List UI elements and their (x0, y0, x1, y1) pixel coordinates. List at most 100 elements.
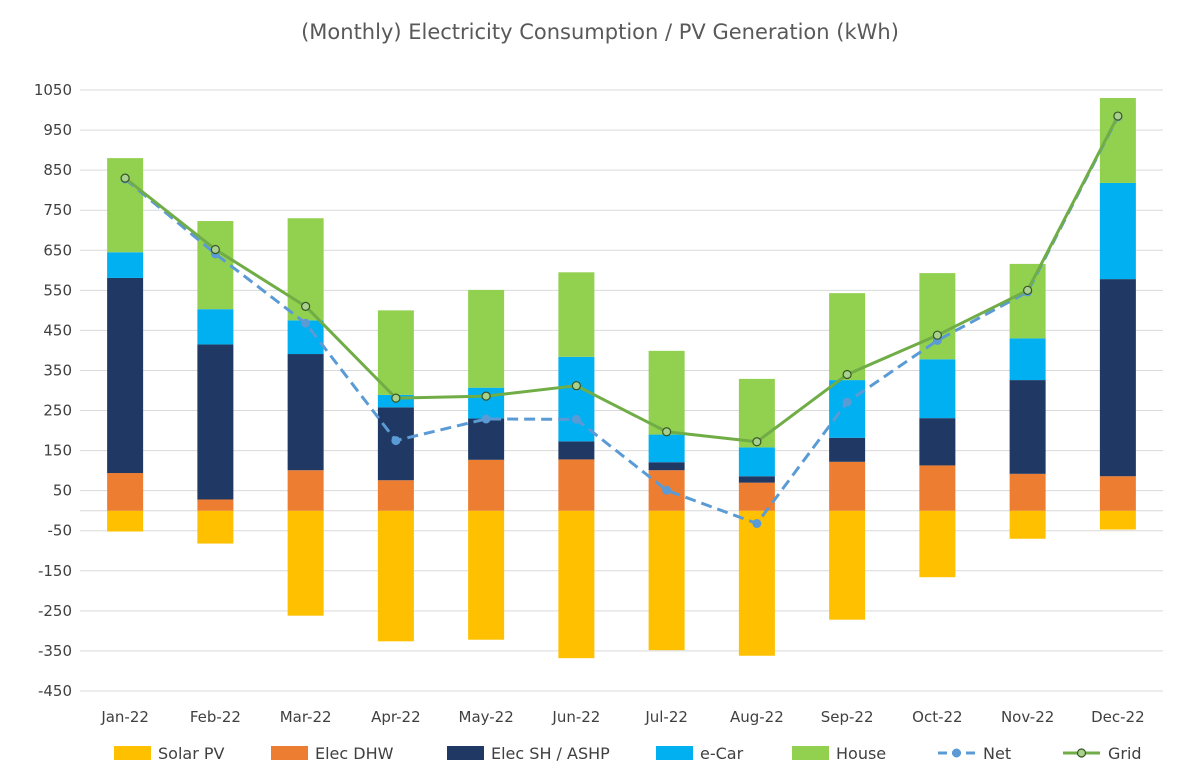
bar-house-jan-22 (107, 158, 144, 253)
y-tick-label: 50 (53, 482, 72, 500)
point-grid-mar-22 (301, 301, 311, 311)
legend-label-house: House (836, 744, 886, 763)
point-grid-may-22 (481, 391, 491, 401)
y-tick-label: 650 (43, 241, 72, 259)
legend-swatch-solar-pv (114, 746, 151, 760)
legend-marker-grid (1076, 748, 1087, 758)
bar-solar-pv-dec-22 (1099, 510, 1136, 530)
legend-label-solar-pv: Solar PV (158, 744, 225, 763)
x-tick-label: Nov-22 (1001, 708, 1054, 726)
bar-elec-sh-ashp-jan-22 (107, 277, 144, 474)
legend-label-e-car: e-Car (700, 744, 744, 763)
bar-elec-sh-ashp-oct-22 (919, 418, 956, 466)
bar-elec-dhw-feb-22 (197, 499, 234, 511)
legend-label-elec-sh-ashp: Elec SH / ASHP (491, 744, 610, 763)
point-grid-feb-22 (210, 244, 220, 255)
point-grid-nov-22 (1023, 285, 1033, 295)
gridlines (80, 89, 1163, 692)
y-tick-label: -350 (38, 642, 72, 660)
bar-elec-dhw-aug-22 (738, 482, 775, 511)
legend-label-net: Net (983, 744, 1011, 763)
bar-e-car-feb-22 (197, 309, 234, 345)
legend-label-grid: Grid (1108, 744, 1142, 763)
y-tick-label: -150 (38, 562, 72, 580)
bar-house-nov-22 (1009, 263, 1046, 339)
bar-solar-pv-mar-22 (287, 510, 324, 616)
bar-e-car-aug-22 (738, 447, 775, 477)
bar-elec-dhw-jan-22 (107, 473, 144, 511)
y-tick-label: 150 (43, 442, 72, 460)
point-net-jun-22 (571, 414, 581, 424)
bar-elec-sh-ashp-feb-22 (197, 344, 234, 500)
y-tick-label: 950 (43, 121, 72, 139)
x-tick-label: Sep-22 (821, 708, 874, 726)
y-tick-label: 450 (43, 321, 72, 339)
bar-house-feb-22 (197, 221, 234, 310)
legend-swatch-house (792, 746, 829, 760)
bar-elec-sh-ashp-nov-22 (1009, 380, 1046, 474)
bar-solar-pv-aug-22 (738, 510, 775, 656)
y-tick-label: -50 (48, 522, 73, 540)
line-net (124, 116, 1120, 526)
bar-solar-pv-jun-22 (558, 510, 595, 659)
x-tick-label: Feb-22 (190, 708, 241, 726)
point-grid-oct-22 (932, 330, 942, 340)
line-series (120, 111, 1123, 529)
x-tick-label: Mar-22 (280, 708, 332, 726)
y-tick-label: -250 (38, 602, 72, 620)
x-tick-label: Oct-22 (912, 708, 962, 726)
point-net-sep-22 (842, 397, 852, 407)
bar-house-sep-22 (829, 293, 866, 381)
x-tick-label: Jun-22 (551, 708, 600, 726)
legend-swatch-e-car (656, 746, 693, 760)
legend-marker-net (952, 748, 961, 758)
bar-elec-dhw-apr-22 (377, 480, 414, 511)
bar-solar-pv-apr-22 (377, 510, 414, 642)
bar-house-oct-22 (919, 273, 956, 360)
bar-solar-pv-may-22 (468, 510, 505, 640)
bar-elec-sh-ashp-dec-22 (1099, 279, 1136, 477)
legend-swatch-elec-sh-ashp (447, 746, 484, 760)
y-tick-label: 750 (43, 201, 72, 219)
y-axis-ticks: 1050 950 850 750 650 550 450 350 250 150 50 -50 -150… (34, 81, 72, 700)
y-tick-label: 1050 (34, 81, 72, 99)
bar-e-car-jul-22 (648, 434, 685, 463)
bar-elec-dhw-oct-22 (919, 465, 956, 511)
bar-solar-pv-sep-22 (829, 510, 866, 620)
y-tick-label: 250 (43, 402, 72, 420)
point-grid-sep-22 (842, 369, 852, 380)
y-tick-label: 850 (43, 161, 72, 179)
point-grid-dec-22 (1113, 111, 1123, 121)
bar-elec-sh-ashp-sep-22 (829, 437, 866, 462)
point-grid-jan-22 (120, 173, 130, 183)
bar-house-jun-22 (558, 272, 595, 357)
bar-elec-sh-ashp-may-22 (468, 418, 505, 460)
point-net-jul-22 (662, 485, 672, 495)
bar-series (107, 98, 1136, 659)
bar-e-car-jan-22 (107, 252, 144, 278)
bar-elec-dhw-sep-22 (829, 461, 866, 511)
y-tick-label: 550 (43, 281, 72, 299)
bar-solar-pv-jan-22 (107, 510, 144, 532)
bar-e-car-sep-22 (829, 380, 866, 438)
x-axis-ticks: Jan-22 Feb-22 Mar-22 Apr-22 May-22 Jun-22 Jul-… (100, 708, 1144, 726)
legend-swatch-elec-dhw (271, 746, 308, 760)
bar-elec-sh-ashp-jul-22 (648, 462, 685, 471)
x-tick-label: Apr-22 (371, 708, 421, 726)
bar-house-may-22 (468, 289, 505, 388)
bar-elec-sh-ashp-aug-22 (738, 476, 775, 483)
chart-title: (Monthly) Electricity Consumption / PV G… (301, 20, 899, 44)
x-tick-label: Aug-22 (730, 708, 784, 726)
point-net-aug-22 (752, 519, 762, 529)
bar-e-car-jun-22 (558, 356, 595, 442)
bar-elec-dhw-jun-22 (558, 459, 595, 511)
y-tick-label: -450 (38, 682, 72, 700)
bar-solar-pv-nov-22 (1009, 510, 1046, 539)
bar-elec-dhw-dec-22 (1099, 476, 1136, 511)
bar-e-car-nov-22 (1009, 338, 1046, 381)
x-tick-label: Dec-22 (1091, 708, 1145, 726)
bar-solar-pv-oct-22 (919, 510, 956, 578)
bar-elec-sh-ashp-mar-22 (287, 354, 324, 471)
